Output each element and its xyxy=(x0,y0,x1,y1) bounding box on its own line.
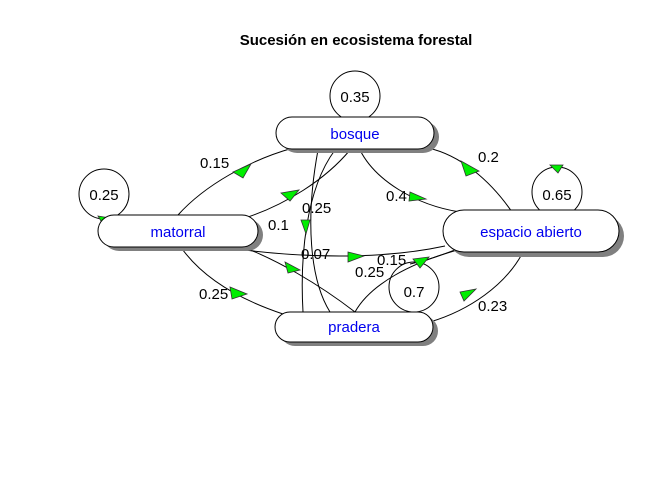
edge-label: 0.15 xyxy=(200,155,229,172)
edge-label: 0.25 xyxy=(89,187,118,204)
arrowhead xyxy=(229,286,249,300)
node-espacio-abierto: espacio abierto xyxy=(442,209,624,257)
edge-bosque-espacio-abierto: 0.4 xyxy=(359,149,461,213)
arrowhead xyxy=(347,251,366,263)
node-label: espacio abierto xyxy=(480,224,582,241)
edge-label: 0.25 xyxy=(199,286,228,303)
edge-matorral-bosque: 0.15 xyxy=(177,147,294,216)
node-matorral: matorral xyxy=(97,214,263,251)
arrowhead xyxy=(549,164,564,174)
node-label: pradera xyxy=(328,319,380,336)
arrowhead xyxy=(300,219,311,236)
edge-label: 0.23 xyxy=(478,298,507,315)
edge-bosque-pradera: 0.25 xyxy=(300,149,336,313)
node-bosque: bosque xyxy=(275,116,439,153)
diagram-title: Sucesión en ecosistema forestal xyxy=(240,32,473,49)
edge-espacio-abierto-self: 0.65 xyxy=(531,164,583,218)
arrowhead xyxy=(232,163,252,179)
edge-label: 0.07 xyxy=(301,246,330,263)
edge-pradera-espacio-abierto: 0.25 xyxy=(354,247,466,313)
edge-bosque-self: 0.35 xyxy=(329,70,381,122)
edge-espacio-abierto-bosque: 0.2 xyxy=(427,147,513,213)
edge-label: 0.15 xyxy=(377,252,406,269)
edge-label: 0.65 xyxy=(542,187,571,204)
edge-label: 0.1 xyxy=(268,217,289,234)
arrowhead xyxy=(280,189,300,202)
edge-label: 0.2 xyxy=(478,149,499,166)
edge-label: 0.35 xyxy=(340,89,369,106)
edge-label: 0.4 xyxy=(386,188,407,205)
edge-espacio-abierto-pradera: 0.23 xyxy=(429,253,523,323)
arrowhead xyxy=(412,256,430,269)
node-label: matorral xyxy=(150,224,205,241)
node-pradera: pradera xyxy=(274,311,438,346)
arrowhead xyxy=(459,288,478,302)
node-label: bosque xyxy=(330,126,379,143)
edge-bosque-matorral: 0.1 xyxy=(244,149,351,234)
arrowhead xyxy=(284,261,302,274)
edge-label: 0.7 xyxy=(404,284,425,301)
edge-label: 0.25 xyxy=(302,200,331,217)
edge-label: 0.25 xyxy=(355,264,384,281)
edge-pradera-self: 0.7 xyxy=(388,261,440,313)
arrowhead xyxy=(460,160,480,177)
edge-matorral-espacio-abierto: 0.07 xyxy=(229,245,446,263)
arrowhead xyxy=(408,191,428,202)
edge-matorral-pradera: 0.25 xyxy=(179,245,284,315)
